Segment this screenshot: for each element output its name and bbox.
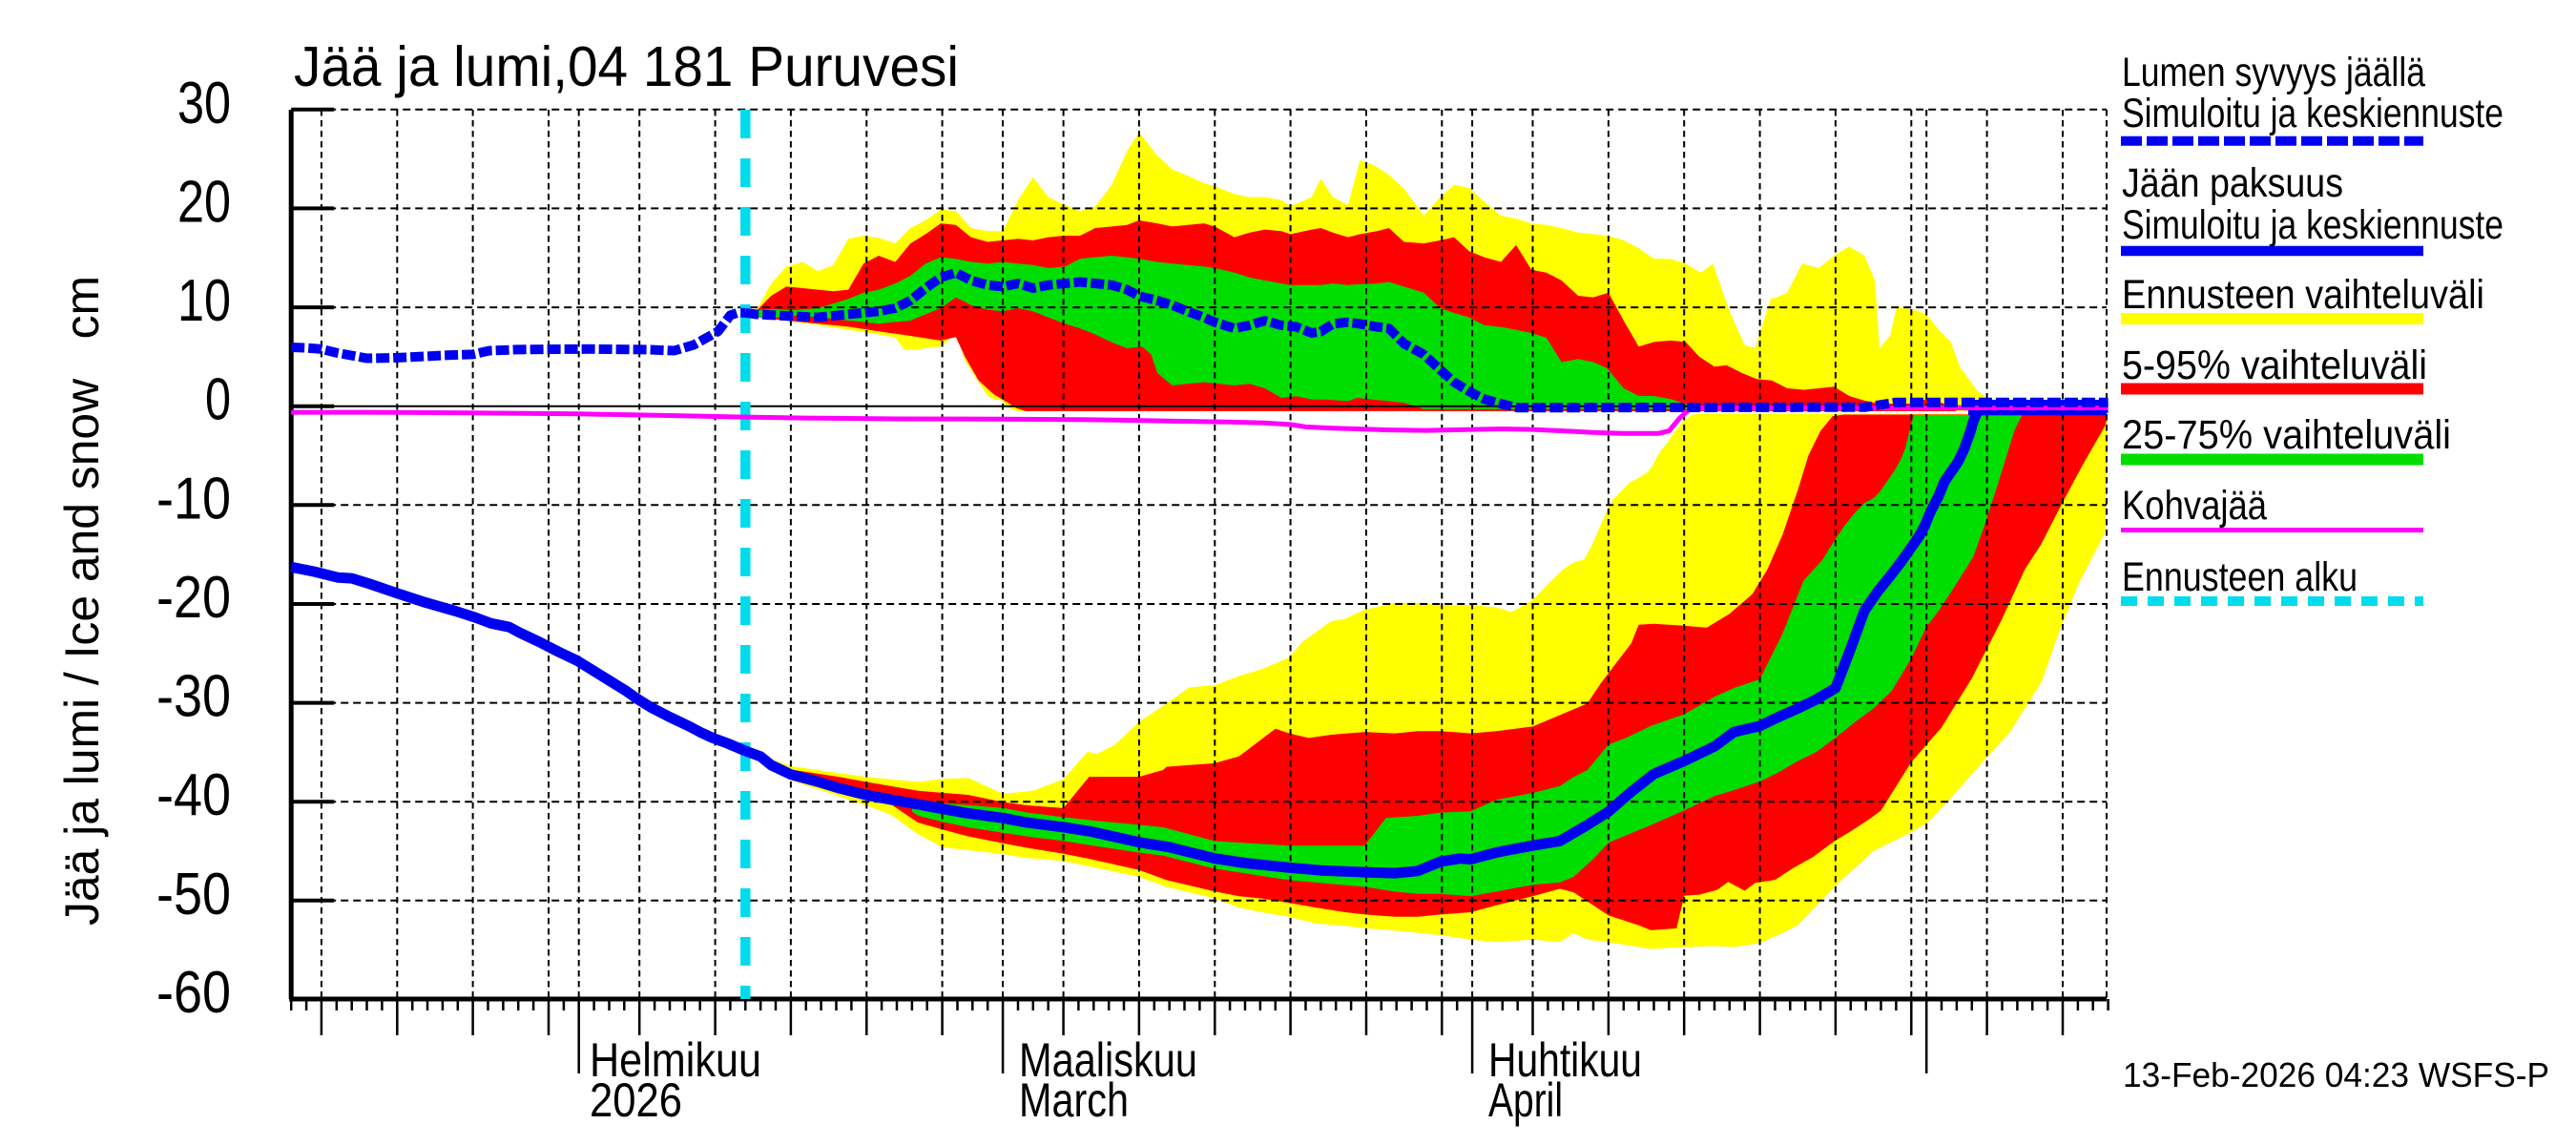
svg-text:Simuloitu ja keskiennuste: Simuloitu ja keskiennuste — [2122, 92, 2503, 136]
svg-text:Ennusteen vaihteluväli: Ennusteen vaihteluväli — [2122, 273, 2484, 318]
svg-text:-50: -50 — [156, 862, 231, 927]
svg-text:20: 20 — [177, 169, 231, 235]
svg-text:Ennusteen alku: Ennusteen alku — [2122, 555, 2358, 600]
svg-text:April: April — [1488, 1073, 1563, 1127]
svg-text:-10: -10 — [156, 466, 231, 531]
svg-text:25-75% vaihteluväli: 25-75% vaihteluväli — [2122, 413, 2451, 458]
svg-text:Kohvajää: Kohvajää — [2122, 484, 2267, 529]
svg-text:Helmikuu: Helmikuu — [590, 1033, 761, 1087]
svg-text:13-Feb-2026 04:23 WSFS-P: 13-Feb-2026 04:23 WSFS-P — [2123, 1055, 2549, 1094]
svg-text:Simuloitu ja keskiennuste: Simuloitu ja keskiennuste — [2122, 203, 2503, 248]
svg-text:5-95% vaihteluväli: 5-95% vaihteluväli — [2122, 344, 2427, 388]
svg-text:-40: -40 — [156, 762, 231, 828]
svg-text:-60: -60 — [156, 960, 231, 1026]
svg-text:-20: -20 — [156, 565, 231, 631]
svg-text:-30: -30 — [156, 664, 231, 730]
svg-text:Jään paksuus: Jään paksuus — [2122, 161, 2343, 206]
svg-text:Lumen syvyys jäällä: Lumen syvyys jäällä — [2122, 51, 2425, 95]
svg-text:10: 10 — [177, 268, 231, 334]
svg-text:30: 30 — [177, 71, 231, 136]
svg-text:Huhtikuu: Huhtikuu — [1488, 1033, 1642, 1087]
svg-text:2026: 2026 — [590, 1073, 682, 1127]
svg-text:0: 0 — [205, 367, 231, 433]
svg-text:Maaliskuu: Maaliskuu — [1019, 1033, 1197, 1087]
svg-text:Jää ja lumi / Ice and snow c: Jää ja lumi / Ice and snow cm — [55, 276, 109, 926]
svg-text:March: March — [1019, 1073, 1129, 1127]
svg-text:Jää ja lumi,04 181 Puruvesi: Jää ja lumi,04 181 Puruvesi — [294, 35, 959, 98]
